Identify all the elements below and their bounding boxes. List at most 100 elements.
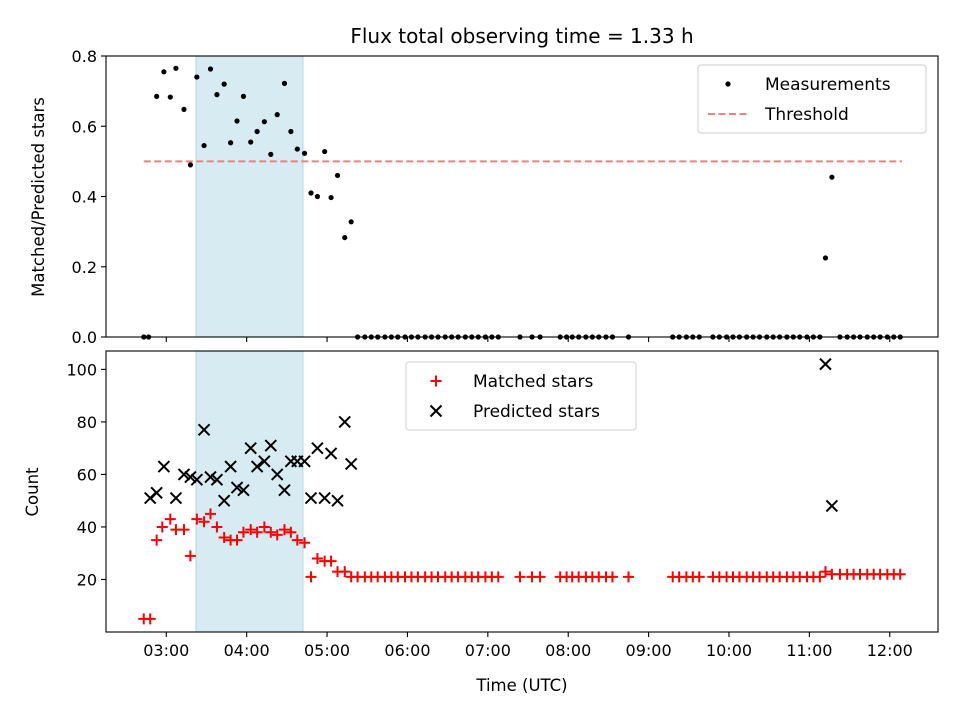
data-point <box>237 483 250 497</box>
data-point <box>825 499 839 513</box>
x-tick-label: 06:00 <box>384 641 430 660</box>
bottom-y-axis-label: Count <box>23 467 42 517</box>
x-tick-label: 05:00 <box>304 641 350 660</box>
data-point <box>214 92 220 98</box>
data-point <box>240 93 247 99</box>
data-point <box>173 65 179 71</box>
data-point <box>324 447 338 460</box>
y-tick-label: 60 <box>77 465 97 484</box>
data-point <box>278 483 291 497</box>
data-point <box>157 460 171 473</box>
data-point <box>285 526 297 538</box>
x-tick-label: 03:00 <box>143 641 189 660</box>
x-tick-label: 12:00 <box>867 641 913 660</box>
y-tick-label: 40 <box>77 518 97 537</box>
data-point <box>194 74 200 80</box>
data-point <box>344 457 358 471</box>
data-point <box>201 142 207 149</box>
legend-label: Predicted stars <box>473 402 600 422</box>
data-point <box>211 521 223 533</box>
y-tick-label: 100 <box>66 360 97 379</box>
data-point <box>205 508 217 520</box>
data-point <box>819 566 831 578</box>
data-point <box>534 571 546 583</box>
y-tick-label: 20 <box>77 570 97 589</box>
data-point <box>814 571 826 583</box>
legend-marker-swatch <box>429 404 443 418</box>
data-point <box>328 194 334 201</box>
data-point <box>294 146 300 152</box>
data-point <box>348 219 354 225</box>
data-point <box>339 566 351 578</box>
data-point <box>271 468 284 481</box>
data-point <box>231 534 243 546</box>
x-tick-label: 10:00 <box>706 641 752 660</box>
x-tick-label: 08:00 <box>545 641 591 660</box>
data-point <box>331 494 344 507</box>
top-chart-title: Flux total observing time = 1.33 h <box>350 24 693 48</box>
data-point <box>291 534 303 546</box>
y-tick-label: 80 <box>77 413 97 432</box>
data-point <box>894 568 906 580</box>
data-point <box>311 552 323 564</box>
axes-frame <box>105 350 939 633</box>
data-point <box>318 491 331 505</box>
data-point <box>258 521 270 533</box>
data-point <box>308 190 314 196</box>
data-point <box>298 455 311 468</box>
y-tick-label: 0.2 <box>72 258 97 277</box>
legend-marker-swatch <box>725 81 731 87</box>
legend-marker-swatch <box>430 375 442 387</box>
legend: Matched stars Predicted stars <box>405 361 637 431</box>
data-point <box>184 550 196 562</box>
data-point <box>261 119 267 125</box>
data-point <box>250 460 264 473</box>
data-point <box>164 513 176 525</box>
data-point <box>144 613 156 625</box>
data-point <box>278 524 290 536</box>
data-point <box>314 193 321 200</box>
data-point <box>819 357 832 371</box>
data-point <box>224 460 237 473</box>
data-point <box>322 148 328 155</box>
data-point <box>169 491 183 505</box>
data-point <box>244 441 257 455</box>
data-point <box>623 571 635 583</box>
y-tick-label: 0.6 <box>72 117 97 136</box>
data-point <box>187 162 194 168</box>
x-tick-label: 11:00 <box>786 641 832 660</box>
data-point <box>210 473 224 486</box>
data-point <box>207 66 214 72</box>
data-point <box>150 486 163 500</box>
x-axis-label: Time (UTC) <box>475 676 567 695</box>
data-point <box>251 526 263 538</box>
data-point <box>693 571 705 583</box>
data-point <box>190 473 204 486</box>
data-point <box>184 470 197 484</box>
data-point <box>248 139 254 145</box>
data-point <box>305 571 317 583</box>
data-point <box>181 106 187 112</box>
data-point <box>217 494 231 507</box>
data-point <box>198 516 210 528</box>
data-point <box>338 415 351 429</box>
legend-box <box>405 361 637 431</box>
data-point <box>311 441 324 455</box>
data-point <box>227 140 234 146</box>
x-tick-label: 07:00 <box>465 641 511 660</box>
data-point <box>281 80 288 86</box>
shaded-region <box>195 55 304 338</box>
series-matched-stars <box>138 508 906 625</box>
y-tick-label: 0.0 <box>72 328 97 347</box>
data-point <box>342 234 348 241</box>
x-tick-label: 04:00 <box>224 641 270 660</box>
data-point <box>230 481 244 494</box>
data-point <box>606 571 618 583</box>
data-point <box>301 150 308 156</box>
x-tick-label: 09:00 <box>626 641 672 660</box>
legend-label: Matched stars <box>473 372 593 392</box>
data-point <box>167 94 173 100</box>
data-point <box>245 524 257 536</box>
series-predicted-stars <box>144 357 839 513</box>
